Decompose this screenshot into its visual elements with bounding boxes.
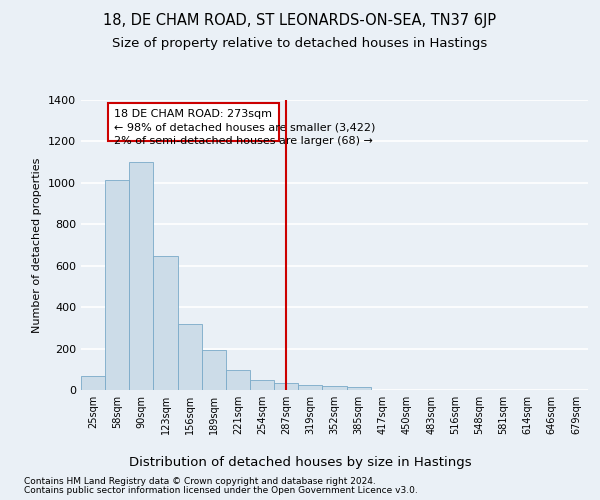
Bar [202,350,226,390]
Polygon shape [107,103,279,142]
Text: 2% of semi-detached houses are larger (68) →: 2% of semi-detached houses are larger (6… [113,136,373,146]
Bar [298,385,322,390]
Text: Contains public sector information licensed under the Open Government Licence v3: Contains public sector information licen… [24,486,418,495]
Bar [347,387,371,390]
Bar [322,386,347,390]
Bar [154,256,178,390]
Text: ← 98% of detached houses are smaller (3,422): ← 98% of detached houses are smaller (3,… [113,123,375,133]
Bar [105,180,129,390]
Bar [178,324,202,390]
Text: Contains HM Land Registry data © Crown copyright and database right 2024.: Contains HM Land Registry data © Crown c… [24,477,376,486]
Bar [250,380,274,390]
Bar [81,376,105,390]
Text: 18 DE CHAM ROAD: 273sqm: 18 DE CHAM ROAD: 273sqm [114,110,272,120]
Bar [226,370,250,390]
Y-axis label: Number of detached properties: Number of detached properties [32,158,43,332]
Text: Distribution of detached houses by size in Hastings: Distribution of detached houses by size … [128,456,472,469]
Text: Size of property relative to detached houses in Hastings: Size of property relative to detached ho… [112,38,488,51]
Bar [129,162,154,390]
Text: 18, DE CHAM ROAD, ST LEONARDS-ON-SEA, TN37 6JP: 18, DE CHAM ROAD, ST LEONARDS-ON-SEA, TN… [103,12,497,28]
Bar [274,383,298,390]
